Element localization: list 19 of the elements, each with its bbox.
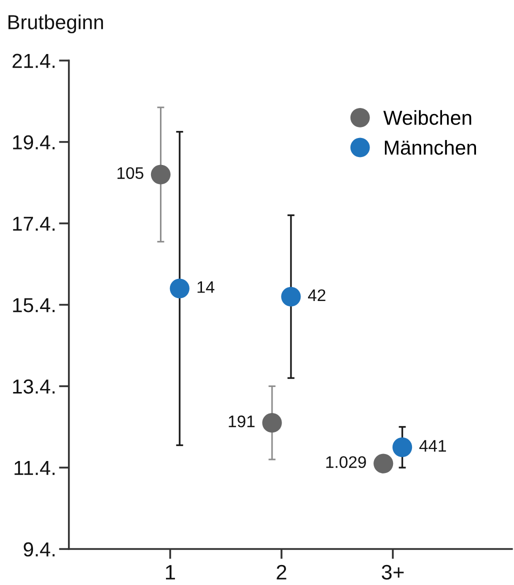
legend-label: Männchen <box>384 140 476 155</box>
y-tick-label: 17.4. <box>13 216 55 231</box>
legend-label: Weibchen <box>383 110 472 125</box>
y-tick-label: 9.4. <box>24 542 55 557</box>
annotation: 1.029 <box>326 456 366 468</box>
y-tick-label: 19.4. <box>13 135 55 150</box>
x-tick-label: 2 <box>276 564 286 580</box>
annotation: 105 <box>118 167 144 179</box>
annotation: 42 <box>308 289 326 301</box>
y-axis-title: Brutbeginn <box>8 14 103 34</box>
y-tick-label: 15.4. <box>13 298 55 312</box>
y-tick-label: 21.4. <box>12 54 55 68</box>
annotation: 441 <box>419 440 446 452</box>
annotation: 14 <box>198 281 214 293</box>
x-tick-label: 1 <box>166 565 175 580</box>
y-tick-label: 11.4. <box>14 461 55 475</box>
annotation: 191 <box>228 416 255 428</box>
x-tick-label: 3+ <box>382 564 404 580</box>
y-tick-label: 13.4. <box>13 379 55 394</box>
